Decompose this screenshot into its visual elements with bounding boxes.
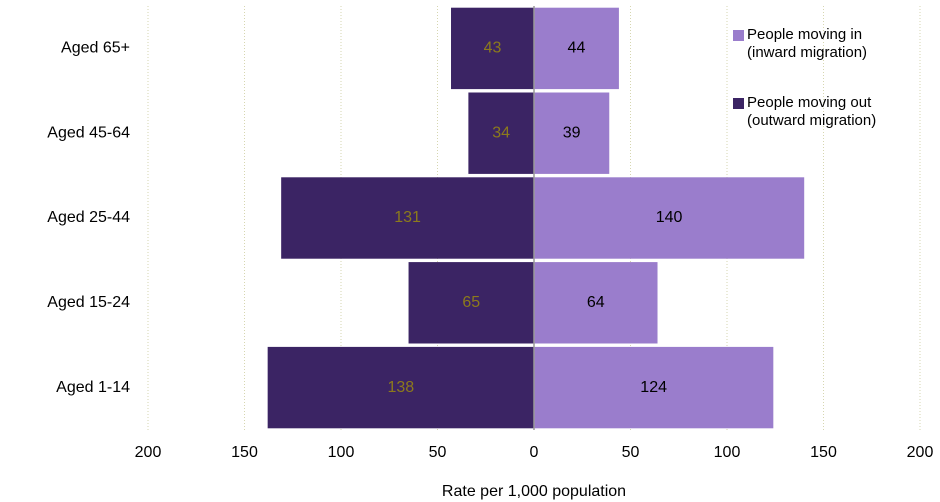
value-label: 140: [656, 209, 683, 226]
value-label: 131: [394, 209, 421, 226]
bar: [534, 177, 805, 259]
y-tick-label: Aged 25-44: [47, 209, 130, 226]
value-label: 43: [484, 40, 502, 57]
value-label: 39: [563, 124, 581, 141]
bar: [534, 92, 610, 174]
y-tick-label: Aged 45-64: [47, 124, 130, 141]
bar: [534, 346, 774, 429]
legend-label: People moving out (outward migration): [747, 94, 877, 129]
x-tick-label: 200: [135, 444, 162, 461]
value-label: 65: [462, 294, 480, 311]
x-tick-label: 50: [429, 444, 447, 461]
value-label: 34: [492, 124, 510, 141]
legend-swatch: [733, 98, 744, 109]
bar: [534, 262, 658, 344]
x-tick-label: 200: [907, 444, 934, 461]
x-tick-label: 100: [328, 444, 355, 461]
x-tick-label: 0: [530, 444, 539, 461]
x-tick-label: 50: [622, 444, 640, 461]
legend-label: People moving in (inward migration): [747, 26, 868, 61]
x-tick-label: 150: [810, 444, 837, 461]
bar: [451, 7, 534, 90]
bar: [408, 262, 534, 344]
bar: [468, 92, 534, 174]
value-label: 124: [640, 379, 667, 396]
bar: [534, 7, 619, 90]
bar: [267, 346, 534, 429]
x-tick-label: 150: [231, 444, 258, 461]
y-tick-label: Aged 1-14: [56, 379, 130, 396]
value-label: 138: [387, 379, 414, 396]
value-label: 44: [568, 40, 586, 57]
y-tick-label: Aged 65+: [61, 40, 130, 57]
x-tick-label: 100: [714, 444, 741, 461]
y-tick-label: Aged 15-24: [47, 294, 130, 311]
legend-swatch: [733, 30, 744, 41]
bar: [281, 177, 534, 259]
x-axis-label: Rate per 1,000 population: [442, 483, 626, 500]
value-label: 64: [587, 294, 605, 311]
